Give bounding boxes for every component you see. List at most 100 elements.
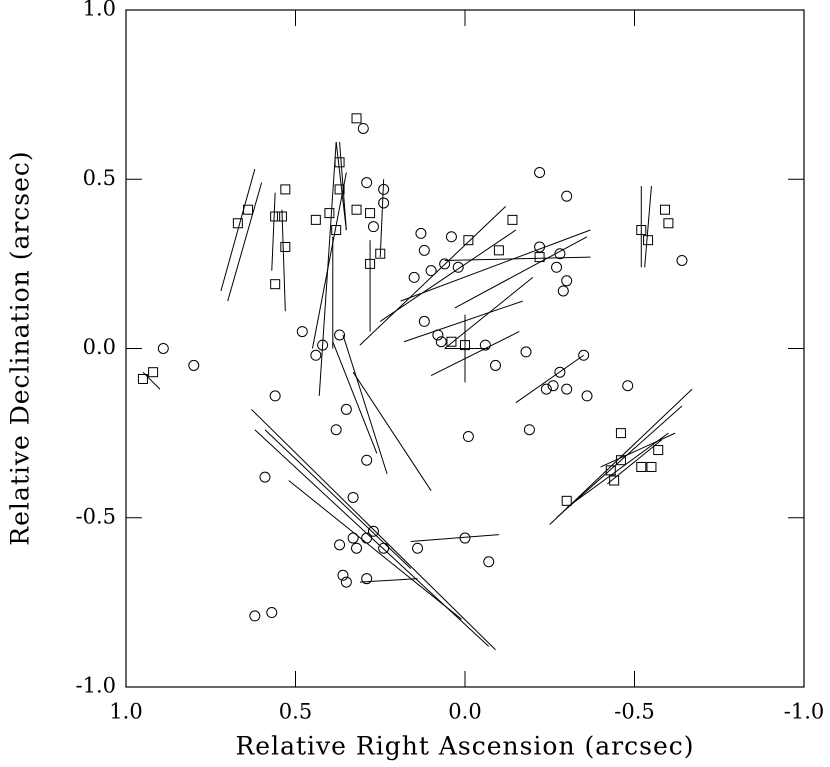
circle-point <box>452 261 464 273</box>
circle-point <box>259 471 271 483</box>
square-point <box>653 445 664 456</box>
square-point <box>375 248 386 259</box>
square-point <box>324 208 335 219</box>
circle-point <box>557 285 569 297</box>
circle-point <box>378 197 390 209</box>
square-point <box>280 241 291 252</box>
circle-point <box>266 607 278 619</box>
vector <box>515 354 584 404</box>
square-point <box>460 340 470 351</box>
square-point <box>334 157 345 168</box>
circle-point <box>547 380 559 392</box>
circle-point <box>418 244 430 256</box>
circle-point <box>367 525 379 537</box>
vector <box>339 141 347 231</box>
circle-point <box>561 383 573 395</box>
square-point <box>270 279 281 290</box>
circle-point <box>551 261 563 273</box>
square-point <box>663 218 674 229</box>
vector <box>444 256 591 261</box>
circle-point <box>561 275 573 287</box>
circle-point <box>412 542 424 554</box>
circle-point <box>418 315 430 327</box>
vector <box>271 192 276 271</box>
circle-point <box>490 359 502 371</box>
circle-point <box>561 190 573 202</box>
y-tick-label: 0.0 <box>83 335 116 359</box>
vector <box>379 229 517 322</box>
square-point <box>280 184 291 195</box>
x-tick-label: -0.5 <box>614 700 655 724</box>
vector <box>403 300 523 343</box>
vector <box>311 172 347 349</box>
circle-point <box>334 539 346 551</box>
x-tick-label: -1.0 <box>784 700 825 724</box>
square-point <box>276 211 287 222</box>
square-point <box>609 475 620 486</box>
square-point <box>232 218 243 229</box>
vector <box>549 388 693 525</box>
vector <box>251 409 496 651</box>
y-tick-label: 0.5 <box>83 166 116 190</box>
circle-point <box>347 491 359 503</box>
circle-point <box>361 532 373 544</box>
x-tick-label: 0.5 <box>279 700 312 724</box>
circle-point <box>578 349 590 361</box>
square-point <box>643 235 654 246</box>
circle-point <box>523 424 535 436</box>
x-tick-label: 1.0 <box>109 700 142 724</box>
vector <box>400 229 591 302</box>
circle-point <box>367 221 379 233</box>
x-axis-label: Relative Right Ascension (arcsec) <box>235 732 694 761</box>
square-point <box>334 184 345 195</box>
circle-point <box>157 343 169 354</box>
square-point <box>463 235 474 246</box>
vector <box>430 331 520 377</box>
vector <box>444 277 534 349</box>
circle-point <box>540 383 552 395</box>
circle-point <box>520 346 532 358</box>
square-point <box>615 428 626 439</box>
square-point <box>534 252 545 263</box>
y-tick-label: -0.5 <box>76 504 117 528</box>
circle-point <box>310 349 322 361</box>
square-point <box>615 455 626 466</box>
vector <box>142 371 161 390</box>
circle-point <box>361 454 373 466</box>
circle-point <box>534 241 546 253</box>
circle-point <box>435 336 447 348</box>
y-axis-label: Relative Declination (arcsec) <box>6 150 35 545</box>
square-point <box>605 465 616 476</box>
circle-point <box>340 403 352 415</box>
square-point <box>507 214 518 225</box>
vector <box>281 209 286 312</box>
circle-point <box>483 556 495 568</box>
square-point <box>446 336 457 347</box>
circle-point <box>317 339 329 351</box>
circle-point <box>330 424 342 436</box>
circle-point <box>479 339 491 351</box>
square-point <box>365 258 376 269</box>
circle-point <box>340 576 352 588</box>
circle-point <box>361 573 373 585</box>
vector <box>379 179 385 258</box>
circle-point <box>188 359 200 371</box>
circle-point <box>534 166 546 178</box>
circle-point <box>351 542 363 554</box>
vector <box>410 534 499 542</box>
square-point <box>137 373 148 384</box>
vector <box>600 432 676 468</box>
vector <box>227 182 263 302</box>
vector <box>220 168 256 292</box>
vector <box>566 432 669 508</box>
vector <box>359 578 418 583</box>
x-tick-label: 0.0 <box>448 700 481 724</box>
square-point <box>351 204 362 215</box>
square-point <box>646 461 657 472</box>
circle-point <box>361 177 373 189</box>
vector <box>352 371 432 491</box>
vector <box>335 141 347 231</box>
circle-point <box>347 532 359 544</box>
circle-point <box>415 227 427 239</box>
vector <box>454 236 588 309</box>
